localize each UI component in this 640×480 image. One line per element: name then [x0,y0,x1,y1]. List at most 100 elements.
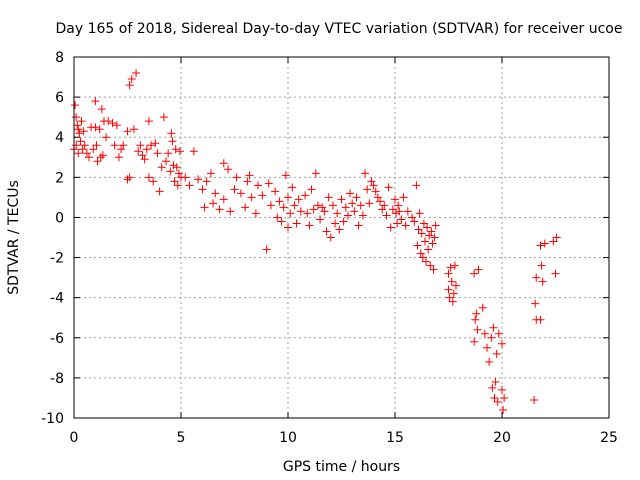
data-point [200,203,209,212]
data-point [428,239,437,248]
y-tick-label: 8 [55,50,64,66]
data-point [423,223,432,232]
data-point [341,203,350,212]
data-point [378,205,387,214]
data-point [168,137,177,146]
data-point [173,181,182,190]
y-tick-label: -10 [41,411,64,427]
data-point [418,253,427,262]
data-point [414,225,423,234]
data-point [367,177,376,186]
data-point [451,281,460,290]
data-point [331,219,340,228]
data-point [89,145,98,154]
data-point [284,223,292,232]
data-point [79,127,88,136]
data-point [84,153,93,162]
data-point [380,201,389,210]
data-point [290,201,299,210]
data-point [73,121,82,130]
x-axis-label: GPS time / hours [283,459,400,475]
data-point [226,207,235,216]
data-point [531,299,540,308]
data-point [538,277,547,286]
data-point [403,207,412,216]
data-point [166,167,175,176]
data-point [219,195,228,204]
data-point [322,227,331,236]
data-point [472,309,481,318]
data-point [129,125,138,134]
data-point [416,249,425,258]
data-point [431,221,440,230]
data-point [491,377,500,386]
data-point [136,141,145,150]
data-point [393,219,402,228]
data-point [288,183,297,192]
data-point [108,119,117,128]
data-points [70,69,561,414]
data-point [164,149,173,158]
data-point [264,179,273,188]
data-point [147,141,156,150]
data-point [427,227,436,236]
data-point [401,221,410,230]
data-point [241,203,250,212]
data-point [532,273,541,282]
x-tick-label: 15 [386,430,404,446]
y-axis-label: SDTVAR / TECUs [6,180,22,295]
data-point [171,145,180,154]
data-point [352,193,361,202]
data-point [447,277,456,286]
data-point [551,269,560,278]
data-point [470,337,479,346]
data-point [346,189,355,198]
data-point [498,385,506,394]
data-point [363,185,372,194]
data-point [448,297,457,306]
data-point [236,189,245,198]
data-point [140,155,149,164]
data-point [305,221,314,230]
data-point [243,177,252,186]
data-point [170,177,179,186]
x-tick-label: 20 [493,430,511,446]
data-point [388,205,397,214]
data-point [254,181,263,190]
data-point [311,169,320,178]
y-tick-label: 2 [55,170,64,186]
data-point [471,315,480,324]
data-point [175,147,184,156]
data-point [189,147,198,156]
data-point [172,163,181,172]
data-point [76,137,85,146]
data-point [450,261,459,270]
data-point [444,285,453,294]
data-point [181,173,190,182]
data-point [104,117,113,126]
data-point [92,141,101,150]
data-point [493,397,502,406]
chart-title: Day 165 of 2018, Sidereal Day-to-day VTE… [56,21,623,37]
data-point [446,263,455,272]
data-point [419,219,428,228]
data-point [82,149,91,158]
data-point [343,211,352,220]
data-point [488,383,497,392]
grid-lines [74,57,609,418]
data-point [247,193,256,202]
data-point [102,133,111,142]
data-point [245,171,254,180]
x-tick-label: 0 [70,430,79,446]
data-point [281,171,290,180]
data-point [95,125,104,134]
data-point [301,191,310,200]
data-point [392,209,401,218]
data-point [313,201,322,210]
data-point [394,201,403,210]
data-point [198,185,207,194]
data-point [117,145,126,154]
data-point [144,117,153,126]
data-point [395,207,404,216]
data-point [470,269,479,278]
